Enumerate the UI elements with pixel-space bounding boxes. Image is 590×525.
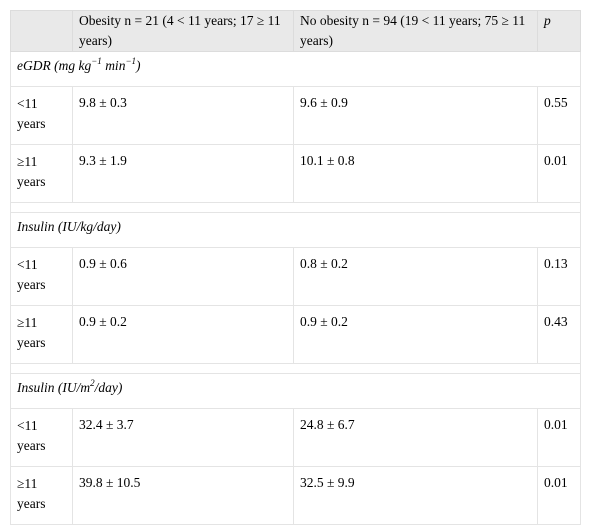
section-row-insulin-m2: Insulin (IU/m2/day) bbox=[10, 373, 581, 409]
header-no-obesity: No obesity n = 94 (19 < 11 years; 75 ≥ 1… bbox=[293, 10, 538, 52]
obesity-value: 9.8 ± 0.3 bbox=[72, 86, 294, 145]
no-obesity-value: 10.1 ± 0.8 bbox=[293, 144, 538, 203]
obesity-value: 39.8 ± 10.5 bbox=[72, 466, 294, 525]
p-value: 0.01 bbox=[537, 144, 581, 203]
header-obesity: Obesity n = 21 (4 < 11 years; 17 ≥ 11 ye… bbox=[72, 10, 294, 52]
obesity-value: 0.9 ± 0.2 bbox=[72, 305, 294, 364]
no-obesity-value: 0.8 ± 0.2 bbox=[293, 247, 538, 306]
obesity-value: 0.9 ± 0.6 bbox=[72, 247, 294, 306]
table-header-row: Obesity n = 21 (4 < 11 years; 17 ≥ 11 ye… bbox=[10, 10, 581, 52]
p-value: 0.01 bbox=[537, 408, 581, 467]
table-row: <11 years 32.4 ± 3.7 24.8 ± 6.7 0.01 bbox=[10, 408, 581, 467]
table-row: <11 years 9.8 ± 0.3 9.6 ± 0.9 0.55 bbox=[10, 86, 581, 145]
section-title: eGDR (mg kg−1 min−1) bbox=[10, 51, 581, 87]
no-obesity-value: 32.5 ± 9.9 bbox=[293, 466, 538, 525]
spacer-row bbox=[10, 363, 581, 374]
p-value: 0.43 bbox=[537, 305, 581, 364]
table-row: ≥11 years 0.9 ± 0.2 0.9 ± 0.2 0.43 bbox=[10, 305, 581, 364]
obesity-value: 9.3 ± 1.9 bbox=[72, 144, 294, 203]
age-group: <11 years bbox=[10, 408, 73, 467]
p-value: 0.13 bbox=[537, 247, 581, 306]
header-p-value: p bbox=[537, 10, 581, 52]
age-group: <11 years bbox=[10, 247, 73, 306]
age-group: <11 years bbox=[10, 86, 73, 145]
section-title: Insulin (IU/kg/day) bbox=[10, 212, 581, 248]
age-group: ≥11 years bbox=[10, 466, 73, 525]
no-obesity-value: 24.8 ± 6.7 bbox=[293, 408, 538, 467]
obesity-value: 32.4 ± 3.7 bbox=[72, 408, 294, 467]
results-table: Obesity n = 21 (4 < 11 years; 17 ≥ 11 ye… bbox=[10, 10, 581, 525]
table-row: <11 years 0.9 ± 0.6 0.8 ± 0.2 0.13 bbox=[10, 247, 581, 306]
header-empty-cell bbox=[10, 10, 73, 52]
age-group: ≥11 years bbox=[10, 144, 73, 203]
section-title: Insulin (IU/m2/day) bbox=[10, 373, 581, 409]
no-obesity-value: 9.6 ± 0.9 bbox=[293, 86, 538, 145]
no-obesity-value: 0.9 ± 0.2 bbox=[293, 305, 538, 364]
p-value: 0.01 bbox=[537, 466, 581, 525]
table-row: ≥11 years 39.8 ± 10.5 32.5 ± 9.9 0.01 bbox=[10, 466, 581, 525]
spacer-row bbox=[10, 202, 581, 213]
age-group: ≥11 years bbox=[10, 305, 73, 364]
p-value: 0.55 bbox=[537, 86, 581, 145]
section-row-insulin-kg: Insulin (IU/kg/day) bbox=[10, 212, 581, 248]
table-row: ≥11 years 9.3 ± 1.9 10.1 ± 0.8 0.01 bbox=[10, 144, 581, 203]
section-row-egdr: eGDR (mg kg−1 min−1) bbox=[10, 51, 581, 87]
